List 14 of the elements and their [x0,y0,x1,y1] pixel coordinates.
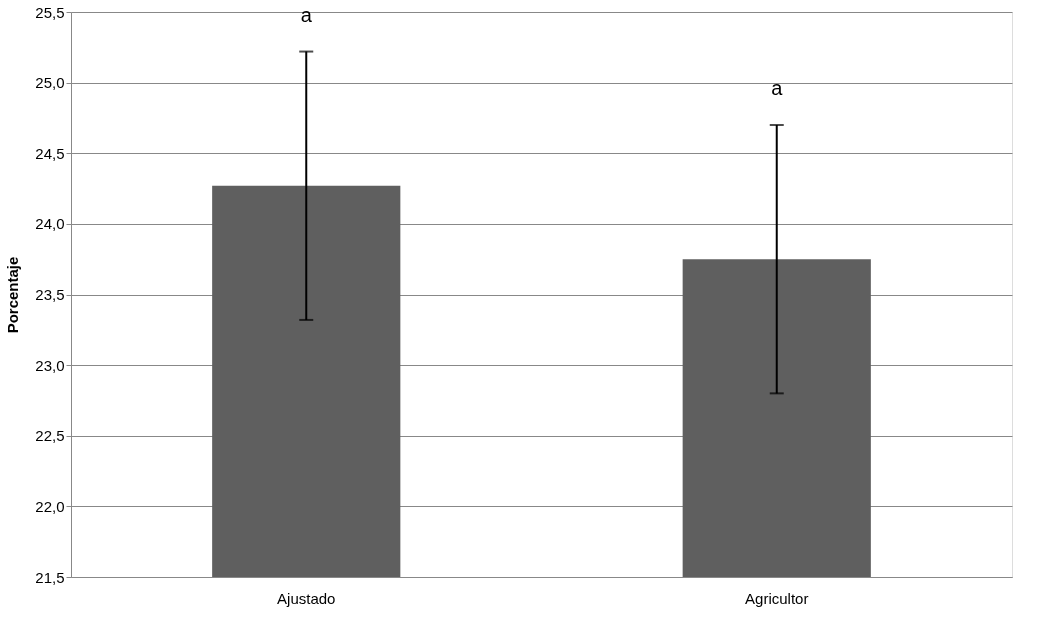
y-tick-label: 23,5 [35,286,65,303]
x-tick-label: Ajustado [277,589,336,607]
y-tick-label: 23,0 [35,356,65,374]
y-tick-label: 24,0 [35,215,65,233]
y-tick-label: 25,0 [35,74,65,92]
y-tick-label: 22,5 [35,427,65,445]
x-tick-label: Agricultor [745,589,809,607]
y-tick-label: 24,5 [35,144,65,162]
annotation: a [300,3,313,26]
y-tick-label: 25,5 [35,3,65,21]
annotation: a [771,77,784,99]
y-tick-label: 22,0 [35,497,65,515]
y-tick-label: 21,5 [35,568,65,586]
y-axis-title: Porcentaje [4,256,22,334]
